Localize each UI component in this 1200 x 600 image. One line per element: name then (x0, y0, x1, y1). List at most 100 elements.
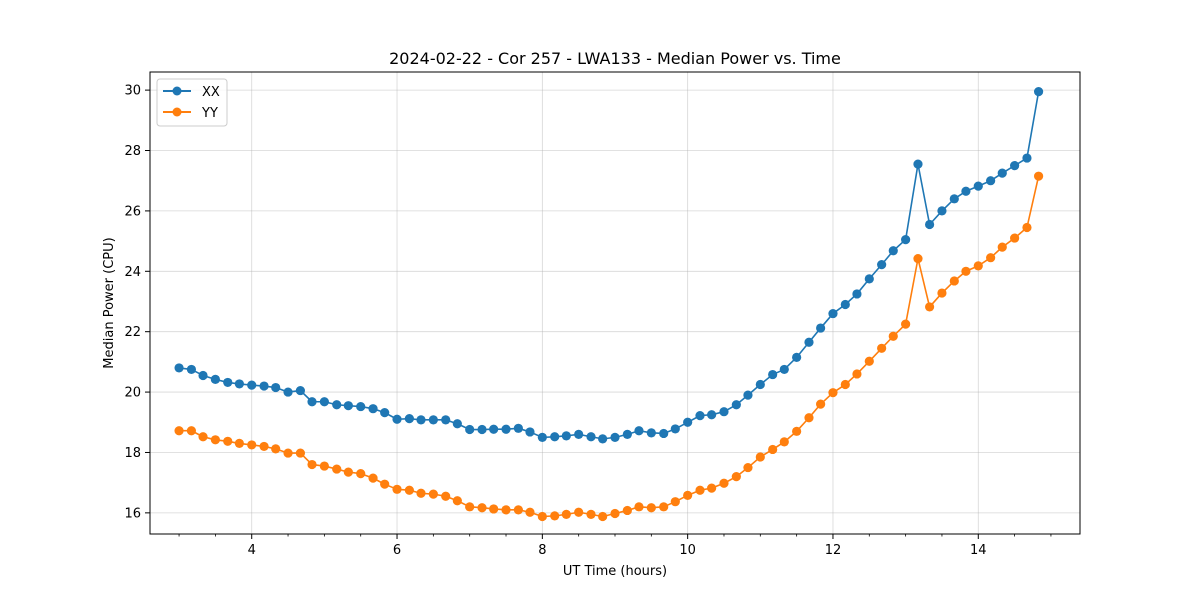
data-point-xx (719, 407, 729, 417)
data-point-yy (707, 483, 717, 493)
data-point-yy (828, 388, 838, 398)
data-point-yy (392, 484, 402, 494)
data-point-xx (561, 431, 571, 441)
data-point-xx (428, 415, 438, 425)
data-point-yy (477, 503, 487, 513)
data-point-yy (501, 505, 511, 515)
y-tick-label: 30 (124, 84, 141, 99)
data-point-xx (416, 415, 426, 425)
data-point-xx (186, 364, 197, 375)
data-point-yy (525, 507, 535, 517)
x-axis-label: UT Time (hours) (563, 564, 667, 579)
data-point-xx (295, 385, 305, 396)
legend-marker-yy (172, 107, 182, 117)
data-point-xx (622, 429, 632, 439)
data-point-yy (513, 505, 523, 515)
data-point-yy (925, 302, 935, 312)
data-point-yy (368, 473, 378, 483)
data-point-xx (973, 181, 983, 191)
data-point-xx (356, 401, 366, 412)
data-point-yy (610, 508, 620, 519)
data-point-yy (695, 485, 705, 495)
data-point-yy (646, 503, 656, 513)
data-point-yy (574, 507, 584, 517)
data-point-yy (586, 509, 596, 519)
data-point-yy (174, 426, 184, 436)
data-point-yy (186, 426, 197, 436)
data-point-xx (683, 417, 693, 427)
y-axis-label: Median Power (CPU) (102, 237, 117, 368)
data-point-xx (864, 274, 874, 284)
data-point-xx (319, 397, 329, 407)
data-point-yy (598, 511, 608, 522)
data-point-xx (901, 234, 911, 245)
x-tick-label: 8 (538, 543, 546, 558)
data-point-xx (743, 390, 753, 400)
data-point-xx (174, 363, 184, 373)
data-point-xx (1033, 87, 1044, 97)
chart-title: 2024-02-22 - Cor 257 - LWA133 - Median P… (389, 49, 841, 68)
data-point-xx (707, 410, 717, 420)
y-tick-label: 26 (124, 204, 141, 219)
data-point-xx (1022, 153, 1032, 163)
data-point-xx (343, 401, 353, 411)
legend-label-yy: YY (201, 106, 218, 121)
data-point-yy (804, 413, 814, 423)
data-point-yy (489, 504, 499, 514)
x-tick-label: 10 (679, 543, 696, 558)
data-point-xx (598, 434, 608, 444)
data-point-xx (925, 219, 935, 230)
data-point-xx (441, 415, 451, 425)
axis-ticks: 4 6 8 10 12 14 16 18 20 22 24 26 28 30 (124, 84, 1052, 558)
data-point-yy (755, 452, 765, 462)
data-point-yy (888, 331, 898, 341)
data-point-yy (731, 472, 741, 482)
data-point-yy (779, 437, 789, 447)
data-point-yy (901, 319, 911, 329)
x-tick-label: 6 (393, 543, 401, 558)
data-point-yy (997, 242, 1007, 252)
legend: XX YY (156, 78, 228, 127)
data-point-xx (452, 419, 462, 429)
data-point-yy (295, 448, 305, 458)
legend-label-xx: XX (202, 85, 220, 100)
data-point-yy (792, 426, 802, 436)
data-point-yy (1010, 233, 1020, 243)
data-point-yy (259, 441, 269, 452)
data-point-xx (695, 411, 705, 421)
data-point-yy (210, 435, 220, 445)
data-point-yy (973, 261, 983, 271)
data-point-yy (937, 288, 947, 298)
data-point-xx (961, 186, 971, 196)
data-point-xx (646, 428, 656, 438)
data-point-xx (477, 424, 487, 435)
data-point-xx (283, 387, 293, 397)
data-point-xx (332, 400, 342, 410)
series-yy (174, 171, 1044, 522)
data-point-xx (1010, 161, 1020, 171)
data-point-yy (561, 509, 571, 519)
data-point-xx (198, 370, 208, 381)
data-point-yy (670, 497, 680, 507)
data-point-xx (465, 424, 475, 435)
data-point-xx (368, 404, 378, 414)
data-point-yy (949, 276, 959, 286)
data-point-xx (877, 260, 887, 270)
x-tick-label: 14 (970, 543, 987, 558)
data-point-xx (888, 246, 898, 256)
data-point-yy (319, 461, 329, 471)
y-tick-label: 16 (124, 506, 141, 521)
data-point-xx (307, 397, 317, 407)
data-point-xx (804, 337, 814, 347)
data-point-xx (768, 369, 778, 380)
data-point-xx (247, 380, 257, 390)
data-point-yy (622, 505, 632, 516)
data-point-yy (719, 478, 729, 488)
data-point-xx (913, 159, 923, 169)
data-point-yy (659, 502, 669, 512)
series-layer (174, 87, 1044, 522)
data-point-xx (271, 382, 281, 393)
data-point-yy (428, 489, 438, 499)
data-point-xx (223, 377, 233, 388)
legend-marker-xx (172, 86, 182, 96)
